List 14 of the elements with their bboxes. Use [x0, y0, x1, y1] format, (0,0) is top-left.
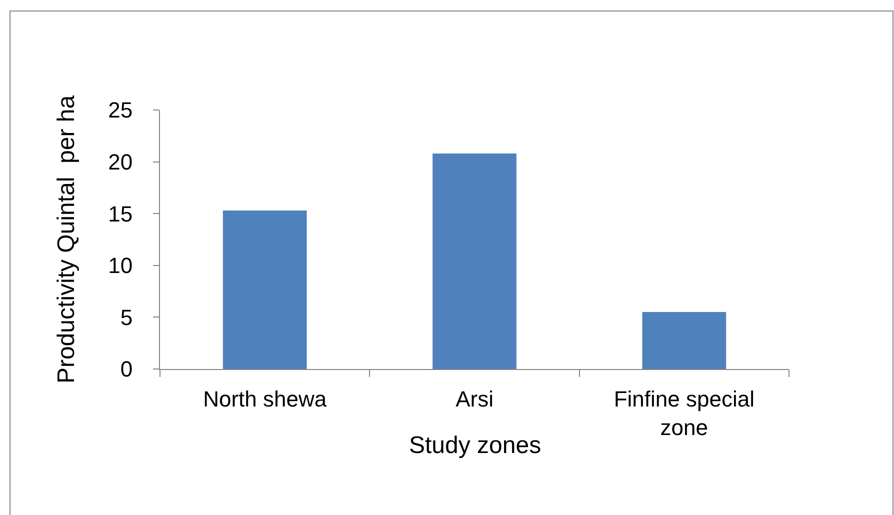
y-tick-label: 5	[120, 304, 133, 330]
x-axis-title: Study zones	[409, 432, 542, 459]
y-tick-label: 25	[108, 98, 133, 123]
x-tick-label: Arsi	[456, 386, 494, 412]
bar	[222, 210, 307, 369]
bar	[642, 312, 726, 369]
x-tick-label: Finfine special zone	[614, 386, 754, 440]
y-axis-title: Productivity Quintal per ha	[53, 94, 80, 384]
x-tick-label: North shewa	[203, 386, 328, 412]
y-tick-label: 10	[108, 253, 133, 278]
y-tick-label: 15	[108, 201, 133, 226]
y-tick-label: 20	[108, 150, 133, 174]
y-tick-label: 0	[120, 356, 133, 382]
bar	[432, 154, 516, 369]
